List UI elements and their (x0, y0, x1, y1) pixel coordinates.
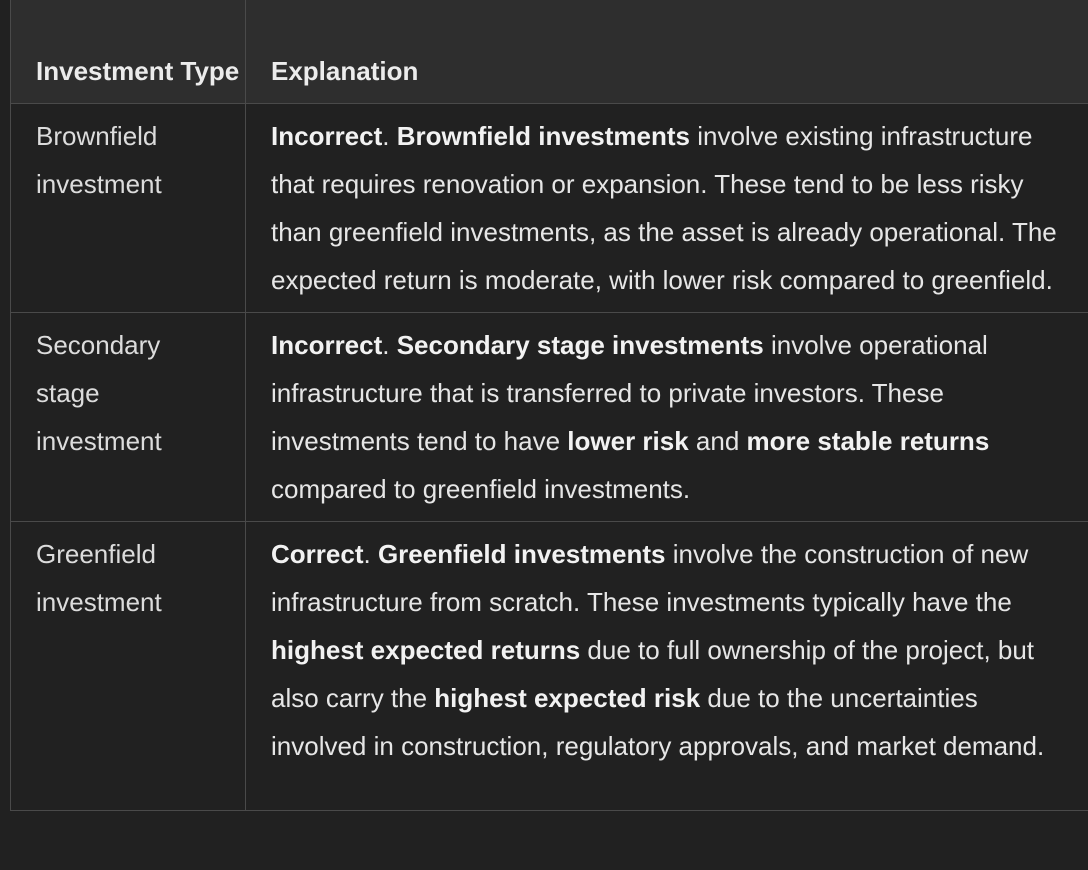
explanation-text: due to full ownership of the project, bu… (271, 635, 1035, 713)
subject-term: Brownfield investments (396, 121, 690, 151)
verdict-label: Correct (271, 539, 364, 569)
verdict-label: Incorrect (271, 330, 383, 360)
explanation-text: compared to greenfield investments. (271, 474, 691, 504)
verdict-label: Incorrect (271, 121, 383, 151)
row-secondary-type: Secondary stage investment (10, 312, 246, 522)
header-explanation: Explanation (245, 0, 1088, 104)
table-row: Secondary stage investment Incorrect. Se… (10, 312, 1088, 522)
investment-comparison-table: Investment Type Explanation Brownfield i… (10, 0, 1088, 811)
explanation-text: involve operational infrastructure that … (271, 330, 988, 456)
verdict-separator: . (382, 121, 397, 151)
verdict-separator: . (382, 330, 397, 360)
row-secondary-explanation: Incorrect. Secondary stage investments i… (245, 312, 1088, 522)
table-row: Brownfield investment Incorrect. Brownfi… (10, 103, 1088, 313)
explanation-text: and (688, 426, 747, 456)
explanation-text: due to the uncertainties involved in con… (271, 683, 1045, 761)
emphasis-term: highest expected risk (434, 683, 701, 713)
table-header-row: Investment Type Explanation (10, 0, 1088, 104)
subject-term: Secondary stage investments (396, 330, 764, 360)
row-greenfield-explanation: Correct. Greenfield investments involve … (245, 521, 1088, 811)
explanation-text: involve the construction of new infrastr… (271, 539, 1029, 617)
header-investment-type: Investment Type (10, 0, 246, 104)
emphasis-term: more stable returns (746, 426, 990, 456)
subject-term: Greenfield investments (377, 539, 666, 569)
verdict-separator: . (363, 539, 378, 569)
emphasis-term: highest expected returns (271, 635, 581, 665)
table-row: Greenfield investment Correct. Greenfiel… (10, 521, 1088, 811)
explanation-text: involve existing infrastructure that req… (271, 121, 1057, 295)
emphasis-term: lower risk (567, 426, 689, 456)
row-greenfield-type: Greenfield investment (10, 521, 246, 811)
row-brownfield-type: Brownfield investment (10, 103, 246, 313)
row-brownfield-explanation: Incorrect. Brownfield investments involv… (245, 103, 1088, 313)
